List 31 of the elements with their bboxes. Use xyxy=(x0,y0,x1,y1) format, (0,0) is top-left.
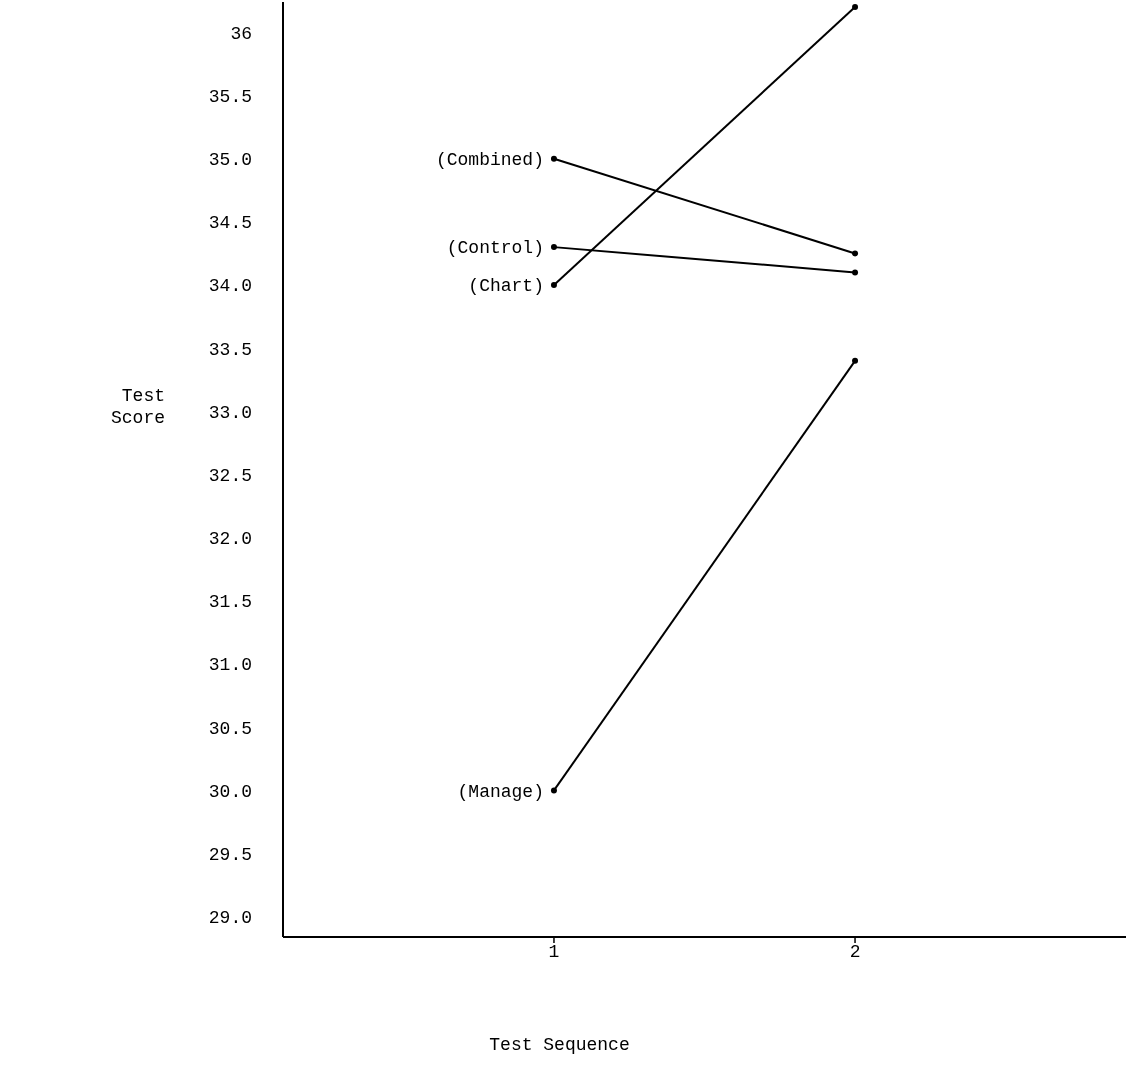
series-label: (Chart) xyxy=(468,276,544,297)
point xyxy=(550,787,557,794)
point xyxy=(550,155,557,162)
point xyxy=(852,269,859,276)
series-label: (Control) xyxy=(446,238,544,259)
point xyxy=(852,4,859,11)
x-tick-label: 1 xyxy=(548,942,560,962)
y-tick-label: 35.0 xyxy=(208,149,252,170)
y-tick-label: 36 xyxy=(230,23,252,44)
y-tick-label: 34.0 xyxy=(208,276,252,297)
y-axis-title: Test Score xyxy=(110,386,165,429)
point xyxy=(852,250,859,257)
y-tick-label: 30.0 xyxy=(208,781,252,802)
point xyxy=(550,244,557,251)
y-tick-label: 32.5 xyxy=(208,465,252,486)
y-tick-label: 30.5 xyxy=(208,718,252,739)
y-tick-label: 33.0 xyxy=(208,402,252,423)
point xyxy=(550,282,557,289)
series-label: (Manage) xyxy=(457,781,544,802)
x-tick-label: 2 xyxy=(849,942,861,962)
y-tick-label: 35.5 xyxy=(208,86,252,107)
point xyxy=(852,357,859,364)
y-tick-label: 32.0 xyxy=(208,529,252,550)
y-tick-label: 34.5 xyxy=(208,213,252,234)
x-axis-title: Test Sequence xyxy=(489,1035,630,1055)
y-tick-label: 29.0 xyxy=(208,908,252,929)
series-label: (Combined) xyxy=(435,149,544,170)
y-tick-label: 31.5 xyxy=(208,592,252,613)
y-tick-label: 29.5 xyxy=(208,844,252,865)
y-tick-label: 33.5 xyxy=(208,339,252,360)
y-tick-label: 31.0 xyxy=(208,655,252,676)
